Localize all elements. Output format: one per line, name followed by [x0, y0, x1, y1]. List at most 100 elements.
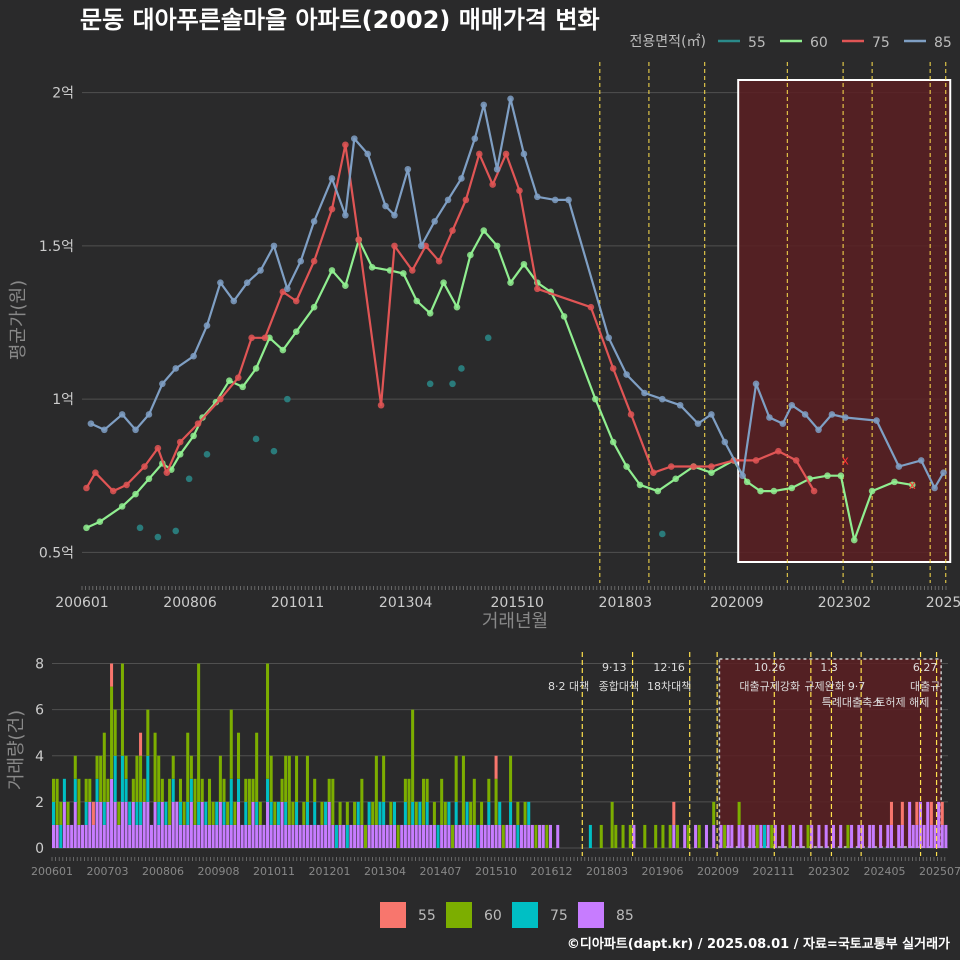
volume-bar-55	[139, 732, 143, 756]
data-point-75	[489, 181, 496, 188]
volume-bar-85	[356, 824, 360, 848]
volume-bar-85	[425, 824, 429, 848]
volume-bar-60	[233, 801, 237, 825]
volume-bar-85	[193, 824, 197, 848]
volume-bar-60	[534, 824, 538, 848]
volume-bar-85	[153, 801, 157, 848]
volume-bar-85	[850, 824, 854, 848]
data-point-75	[752, 457, 760, 464]
volume-bar-85	[538, 824, 542, 848]
data-point-60	[145, 475, 153, 483]
volume-bar-75	[52, 801, 56, 825]
volume-bar-85	[99, 801, 103, 848]
volume-bar-75	[215, 801, 219, 825]
data-point-60	[560, 313, 568, 320]
data-point-85	[118, 411, 126, 418]
volume-bar-85	[411, 824, 415, 848]
volume-bar-60	[697, 824, 701, 848]
volume-bar-85	[218, 801, 222, 848]
policy-annotation: 9·7	[848, 680, 866, 693]
volume-bar-85	[385, 824, 389, 848]
volume-bar-85	[135, 824, 139, 848]
volume-bar-85	[146, 801, 150, 848]
volume-bar-85	[204, 824, 208, 848]
data-point-60	[467, 251, 474, 259]
volume-bar-85	[922, 824, 926, 848]
data-point-60	[757, 487, 764, 495]
volume-bar-85	[81, 824, 85, 848]
volume-bar-85	[512, 824, 516, 848]
legend-label-60: 60	[810, 35, 828, 51]
data-point-75	[355, 236, 363, 244]
data-point-60	[239, 383, 247, 391]
volume-bar-85	[269, 824, 273, 848]
volume-bar-60	[414, 801, 418, 825]
x-tick-label: 201304	[379, 595, 433, 611]
legend-label-55: 55	[748, 35, 766, 51]
volume-bar-85	[480, 824, 484, 848]
volume-bar-60	[516, 801, 520, 825]
volume-bar-60	[120, 663, 124, 756]
volume-legend-label-60: 60	[484, 908, 502, 924]
volume-bar-60	[494, 778, 498, 825]
volume-bar-75	[73, 778, 77, 802]
data-point-60	[368, 264, 376, 271]
volume-bar-60	[403, 778, 407, 802]
data-point-85	[310, 218, 318, 225]
volume-bar-60	[313, 778, 317, 802]
volume-bar-60	[360, 778, 364, 825]
volume-bar-85	[298, 824, 302, 848]
data-point-85	[471, 135, 479, 142]
volume-bar-60	[846, 824, 850, 848]
volume-bar-85	[186, 824, 190, 848]
data-point-75	[708, 463, 715, 470]
data-point-75	[462, 196, 470, 204]
volume-bar-85	[160, 801, 164, 848]
volume-bar-60	[229, 709, 233, 779]
volume-bar-60	[186, 732, 190, 802]
data-point-60	[520, 260, 528, 268]
data-point-75	[328, 205, 336, 213]
volume-bar-75	[487, 801, 491, 825]
data-point-75	[234, 374, 242, 381]
volume-bar-60	[55, 778, 59, 825]
policy-annotation: 토허제 해제	[875, 695, 929, 709]
volume-bar-85	[712, 824, 716, 848]
data-point-60	[609, 438, 617, 446]
volume-bar-85	[726, 824, 730, 848]
data-point-75	[534, 285, 541, 293]
volume-bar-55	[494, 755, 498, 779]
volume-bar-75	[269, 801, 273, 825]
data-point-75	[123, 481, 130, 489]
volume-x-tick-label: 202111	[753, 865, 795, 878]
y-tick-label: 1억	[52, 392, 74, 408]
legend: 전용면적(㎡) 55 60 75 85 55 60 75 85	[380, 34, 952, 928]
volume-bar-85	[719, 824, 723, 848]
volume-panel: 0 2 4 6 8 거래량(건) 8·2 대책 9·13 종합대책 12·16 18차대책 10.26…	[6, 652, 960, 878]
volume-y-axis-title: 거래량(건)	[6, 710, 27, 790]
volume-bar-60	[284, 755, 288, 802]
volume-bar-85	[244, 824, 248, 848]
volume-bar-75	[516, 824, 520, 848]
volume-bar-85	[472, 824, 476, 848]
volume-bar-60	[139, 755, 143, 802]
data-point-60	[824, 472, 831, 480]
volume-bar-60	[422, 778, 426, 825]
data-point-85	[159, 380, 166, 388]
data-point-60	[654, 487, 662, 495]
data-point-55	[284, 395, 291, 403]
volume-bar-60	[338, 801, 342, 825]
volume-bar-75	[378, 801, 382, 825]
volume-bar-85	[360, 824, 364, 848]
volume-bar-60	[131, 778, 135, 802]
data-point-75	[810, 487, 818, 495]
volume-bar-60	[396, 824, 400, 848]
data-point-85	[101, 426, 108, 434]
data-point-85	[842, 414, 849, 421]
volume-bar-85	[839, 824, 843, 848]
volume-bar-85	[378, 824, 382, 848]
volume-bar-60	[113, 709, 117, 756]
policy-annotation: 1.3	[820, 661, 838, 674]
volume-bar-85	[817, 824, 821, 848]
volume-bar-75	[128, 801, 132, 825]
